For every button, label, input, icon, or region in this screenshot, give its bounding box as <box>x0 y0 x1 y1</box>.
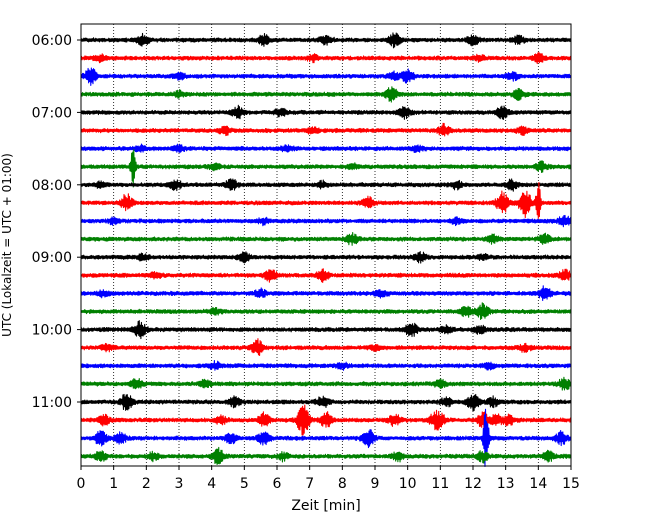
seismogram-trace <box>80 104 572 120</box>
x-tick-label: 13 <box>497 476 515 492</box>
seismogram-trace <box>80 32 572 49</box>
x-tick-label: 14 <box>529 476 547 492</box>
seismogram-trace <box>80 182 572 219</box>
seismogram-trace <box>80 404 572 436</box>
y-tick-label: 09:00 <box>32 250 72 266</box>
y-axis-label: UTC (Lokalzeit = UTC + 01:00) <box>0 153 14 337</box>
seismogram-trace <box>80 51 572 65</box>
x-tick-label: 0 <box>77 476 86 492</box>
seismogram-trace <box>80 360 572 371</box>
x-tick-label: 3 <box>175 476 184 492</box>
seismogram-trace <box>80 338 572 357</box>
seismogram-trace <box>80 302 572 321</box>
x-tick-label: 6 <box>273 476 282 492</box>
x-tick-label: 8 <box>338 476 347 492</box>
x-tick-label: 12 <box>464 476 482 492</box>
x-tick-label: 1 <box>109 476 118 492</box>
seismogram-traces <box>80 32 572 468</box>
seismogram-trace <box>80 320 572 340</box>
y-tick-label: 11:00 <box>32 395 72 411</box>
plot-frame <box>80 23 572 467</box>
seismogram-trace <box>80 393 572 412</box>
x-axis-ticks: 0 1 2 3 4 5 6 7 8 9 10 11 12 13 14 15 <box>77 466 580 492</box>
x-tick-label: 5 <box>240 476 249 492</box>
x-tick-label: 4 <box>207 476 216 492</box>
seismogram-trace <box>80 408 572 468</box>
x-tick-label: 10 <box>399 476 417 492</box>
x-tick-label: 2 <box>142 476 151 492</box>
y-axis-ticks: 06:00 07:00 08:00 09:00 10:00 11:00 <box>32 33 81 411</box>
y-tick-label: 06:00 <box>32 33 72 49</box>
seismogram-trace <box>80 231 572 246</box>
seismogram-trace <box>80 214 572 228</box>
y-tick-label: 07:00 <box>32 105 72 121</box>
y-tick-label: 08:00 <box>32 178 72 194</box>
seismogram-trace <box>80 86 572 103</box>
x-tick-label: 15 <box>562 476 580 492</box>
x-tick-label: 9 <box>371 476 380 492</box>
seismogram-trace <box>80 143 572 154</box>
seismogram-trace <box>80 149 572 188</box>
seismogram-trace <box>80 178 572 192</box>
x-tick-label: 11 <box>431 476 449 492</box>
seismogram-trace <box>80 67 572 86</box>
seismogram-trace <box>80 376 572 391</box>
seismogram-trace <box>80 268 572 283</box>
seismogram-trace <box>80 285 572 302</box>
x-axis-label: Zeit [min] <box>291 498 360 514</box>
seismogram-trace <box>80 251 572 264</box>
seismogram-trace <box>80 446 572 465</box>
x-tick-label: 7 <box>305 476 314 492</box>
y-tick-label: 10:00 <box>32 323 72 339</box>
seismogram-trace <box>80 122 572 137</box>
